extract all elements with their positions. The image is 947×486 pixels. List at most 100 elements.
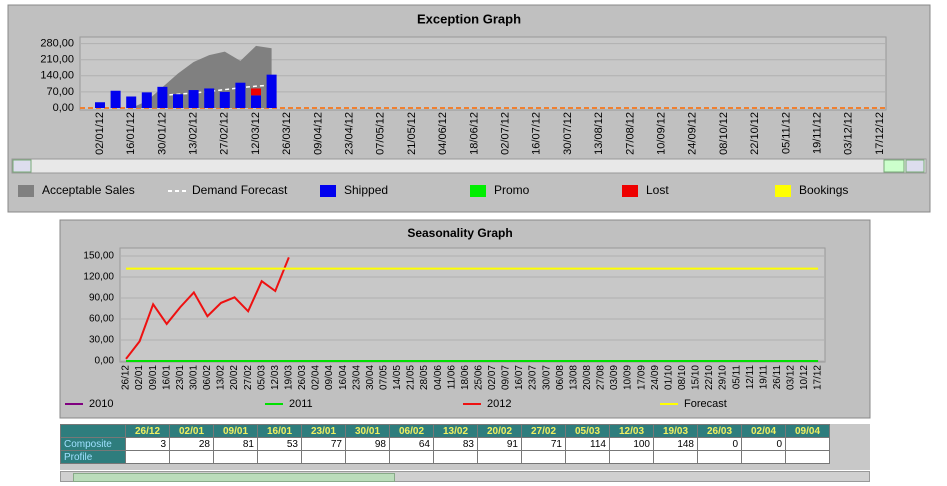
x-tick-label: 21/05 — [406, 365, 417, 390]
y-tick-label: 0,00 — [95, 356, 115, 367]
legend-label: Bookings — [799, 183, 848, 197]
x-tick-label: 13/02/12 — [188, 112, 200, 155]
bar — [204, 88, 215, 108]
column-header: 09/04 — [785, 424, 830, 438]
x-tick-label: 07/05 — [378, 365, 389, 390]
x-tick-label: 26/12 — [121, 365, 132, 390]
x-tick-label: 02/07/12 — [500, 112, 512, 155]
x-tick-label: 06/08 — [555, 365, 566, 390]
cell — [609, 450, 654, 464]
x-tick-label: 16/07 — [514, 365, 525, 390]
cell — [389, 450, 434, 464]
bar — [251, 95, 261, 108]
x-tick-label: 23/07 — [528, 365, 539, 390]
y-tick-label: 150,00 — [83, 251, 114, 262]
cell — [565, 450, 610, 464]
cell: 3 — [125, 437, 170, 451]
column-header: 02/01 — [169, 424, 214, 438]
x-tick-label: 07/05/12 — [375, 112, 387, 155]
x-tick-label: 08/10/12 — [718, 112, 730, 155]
x-tick-label: 15/10 — [691, 365, 702, 390]
x-tick-label: 30/07 — [541, 365, 552, 390]
cell — [697, 450, 742, 464]
x-tick-label: 12/11 — [745, 365, 756, 390]
row-label: Composite — [60, 437, 126, 451]
corner-cell — [60, 424, 126, 438]
x-tick-label: 13/02 — [216, 365, 227, 390]
x-tick-label: 30/04 — [365, 365, 376, 390]
x-tick-label: 20/08 — [582, 365, 593, 390]
seasonality-plot — [119, 247, 826, 363]
y-tick-label: 70,00 — [46, 86, 74, 98]
column-header: 27/02 — [521, 424, 566, 438]
cell: 53 — [257, 437, 302, 451]
bar — [110, 90, 121, 108]
x-tick-label: 23/04/12 — [344, 112, 356, 155]
x-tick-label: 09/07 — [501, 365, 512, 390]
row-label: Profile — [60, 450, 126, 464]
bar — [126, 96, 137, 108]
legend-label: 2011 — [289, 398, 313, 410]
x-tick-label: 27/08/12 — [624, 112, 636, 155]
x-tick-label: 09/04/12 — [312, 112, 324, 155]
cell: 0 — [697, 437, 742, 451]
column-header: 05/03 — [565, 424, 610, 438]
x-tick-label: 09/04 — [324, 365, 335, 390]
cell — [301, 450, 346, 464]
cell: 98 — [345, 437, 390, 451]
scrollbar[interactable] — [11, 158, 927, 174]
cell — [169, 450, 214, 464]
legend-swatch — [775, 185, 791, 197]
bar — [173, 94, 183, 108]
cell — [521, 450, 566, 464]
x-tick-label: 18/06/12 — [468, 112, 480, 155]
x-tick-label: 04/06/12 — [437, 112, 449, 155]
cell — [345, 450, 390, 464]
x-tick-label: 19/03 — [283, 365, 294, 390]
x-tick-label: 17/09 — [636, 365, 647, 390]
cell: 148 — [653, 437, 698, 451]
x-tick-label: 13/08/12 — [593, 112, 605, 155]
column-header: 06/02 — [389, 424, 434, 438]
legend-swatch — [622, 185, 638, 197]
scroll-left[interactable] — [12, 159, 32, 173]
table-scrollbar[interactable] — [60, 471, 870, 482]
scroll-right[interactable] — [905, 159, 925, 173]
cell: 64 — [389, 437, 434, 451]
column-header: 20/02 — [477, 424, 522, 438]
column-header: 19/03 — [653, 424, 698, 438]
x-tick-label: 13/08 — [568, 365, 579, 390]
column-header: 23/01 — [301, 424, 346, 438]
cell: 0 — [741, 437, 786, 451]
x-tick-label: 26/11 — [772, 365, 783, 390]
cell — [741, 450, 786, 464]
legend-label: Shipped — [344, 183, 388, 197]
legend-label: 2012 — [487, 398, 511, 410]
x-tick-label: 03/09 — [609, 365, 620, 390]
legend-label: Acceptable Sales — [42, 183, 135, 197]
scroll-thumb[interactable] — [73, 473, 395, 482]
x-tick-label: 14/05 — [392, 365, 403, 390]
cell — [433, 450, 478, 464]
y-tick-label: 0,00 — [53, 102, 74, 114]
bar — [219, 91, 230, 108]
x-tick-label: 16/01 — [161, 365, 172, 390]
table-row: Profile — [60, 450, 830, 464]
x-tick-label: 24/09/12 — [687, 112, 699, 155]
x-tick-label: 23/01 — [175, 365, 186, 390]
cell — [213, 450, 258, 464]
y-tick-label: 280,00 — [40, 38, 74, 50]
column-header: 26/12 — [125, 424, 170, 438]
legend-swatch — [320, 185, 336, 197]
scroll-thumb[interactable] — [883, 159, 905, 173]
x-tick-label: 02/04 — [311, 365, 322, 390]
x-tick-label: 01/10 — [663, 365, 674, 390]
bar — [141, 92, 152, 108]
data-table: 26/12 02/01 09/01 16/01 23/01 30/01 06/02 13/02… — [60, 424, 870, 470]
legend-swatch — [470, 185, 486, 197]
x-tick-label: 20/02 — [229, 365, 240, 390]
cell: 91 — [477, 437, 522, 451]
x-tick-label: 11/06 — [446, 365, 457, 390]
x-tick-label: 02/01/12 — [94, 112, 106, 155]
cell — [785, 450, 830, 464]
